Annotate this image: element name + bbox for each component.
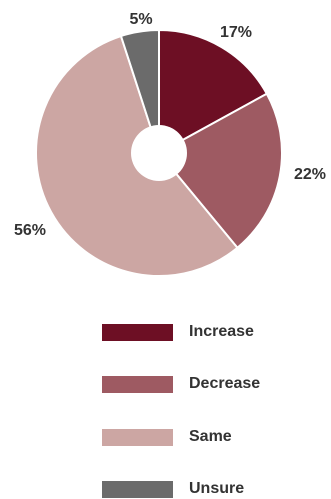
donut-hole bbox=[131, 125, 187, 181]
legend-swatch-increase bbox=[102, 323, 173, 341]
pie-slice-increase bbox=[158, 28, 269, 155]
pie-slice-unsure bbox=[119, 28, 160, 154]
legend-label-unsure: Unsure bbox=[189, 480, 245, 497]
legend-label-increase: Increase bbox=[189, 323, 254, 340]
legend: Increase Decrease Same Unsure bbox=[0, 300, 331, 499]
pie-chart: 17% 22% 56% 5% bbox=[14, 11, 326, 277]
legend-item-increase: Increase bbox=[102, 322, 254, 342]
pie-value-label-unsure: 5% bbox=[129, 11, 152, 28]
legend-label-same: Same bbox=[189, 428, 232, 445]
legend-swatch-decrease bbox=[102, 375, 173, 393]
pie-value-label-increase: 17% bbox=[220, 24, 252, 41]
legend-item-same: Same bbox=[102, 427, 232, 447]
pie-slice-decrease bbox=[157, 92, 283, 250]
legend-swatch-same bbox=[102, 428, 173, 446]
legend-item-decrease: Decrease bbox=[102, 374, 260, 394]
legend-item-unsure: Unsure bbox=[102, 479, 244, 499]
pie-value-label-same: 56% bbox=[14, 222, 46, 239]
legend-swatch-unsure bbox=[102, 480, 173, 498]
pie-value-label-decrease: 22% bbox=[294, 166, 326, 183]
legend-label-decrease: Decrease bbox=[189, 375, 261, 392]
